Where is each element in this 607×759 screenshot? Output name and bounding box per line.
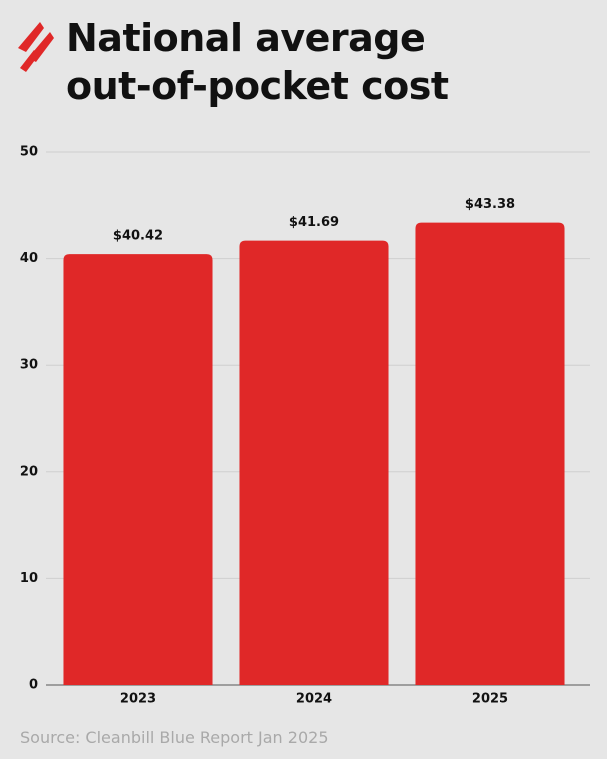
y-tick-label: 10 <box>20 571 38 586</box>
logo <box>18 22 54 72</box>
bar <box>239 240 389 685</box>
chart-title: National average out-of-pocket cost <box>66 16 449 108</box>
data-label: $41.69 <box>289 215 339 230</box>
data-label: $43.38 <box>465 197 515 212</box>
y-tick-label: 0 <box>29 678 38 693</box>
bar <box>63 254 213 685</box>
x-tick-label: 2023 <box>120 692 156 707</box>
x-tick-label: 2025 <box>472 692 508 707</box>
y-tick-label: 30 <box>20 358 38 373</box>
data-label: $40.42 <box>113 229 163 244</box>
x-tick-label: 2024 <box>296 692 332 707</box>
y-tick-label: 40 <box>20 251 38 266</box>
y-tick-label: 20 <box>20 464 38 479</box>
y-tick-label: 50 <box>20 145 38 160</box>
bar <box>415 222 565 685</box>
chart: 0 10 20 30 40 50 2023 $40.42 2024 $41.69 2025 $43.3… <box>20 145 590 707</box>
source-note: Source: Cleanbill Blue Report Jan 2025 <box>20 728 329 747</box>
